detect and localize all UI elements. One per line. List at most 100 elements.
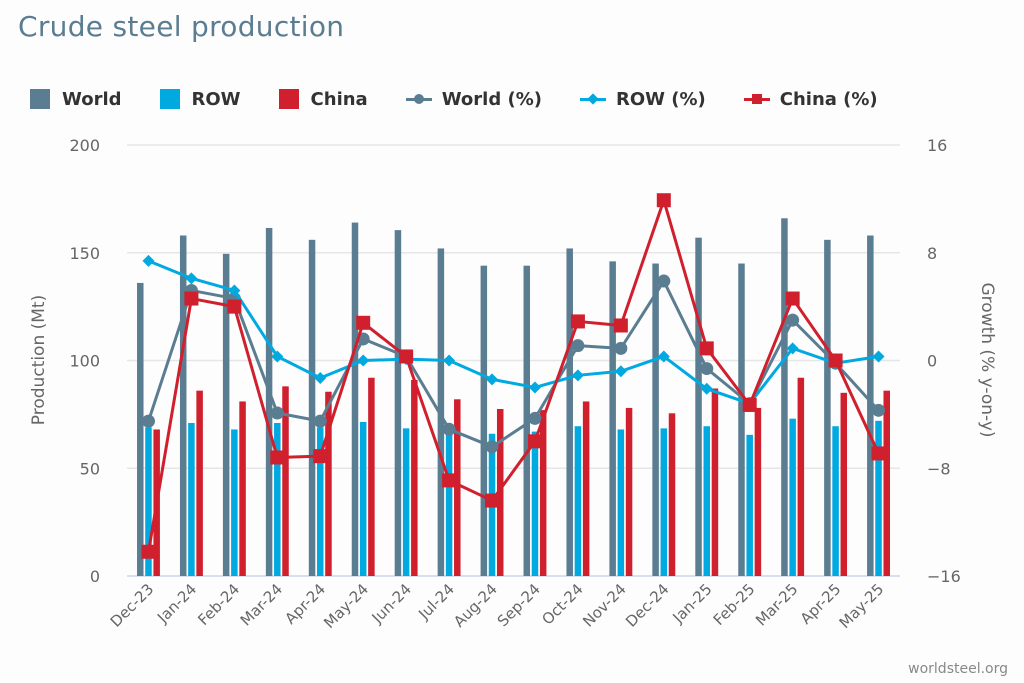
bar-world-jun-24 <box>394 230 402 576</box>
legend-item-china[interactable]: China (%) <box>743 89 878 110</box>
bar-china-apr-25 <box>840 392 848 576</box>
legend-label: World (%) <box>441 88 542 110</box>
bar-china-dec-23 <box>153 429 160 576</box>
bar-row-nov-24 <box>617 429 625 576</box>
bar-china-aug-24 <box>496 408 504 576</box>
bar-world-dec-23 <box>137 282 144 576</box>
legend-item-row[interactable]: ROW (%) <box>579 88 706 110</box>
point-row-may-25 <box>872 350 885 363</box>
point-row-jul-24 <box>443 354 456 367</box>
bar-world-mar-25 <box>781 218 788 576</box>
legend-label: ROW (%) <box>615 88 706 110</box>
point-world-feb-24 <box>227 292 241 306</box>
bar-china-feb-24 <box>239 401 246 576</box>
point-row-dec-24 <box>657 350 670 363</box>
y2-tick-label: −16 <box>927 567 961 586</box>
bar-world-apr-25 <box>824 239 831 576</box>
legend-item-world[interactable]: World (%) <box>405 88 542 110</box>
y2-tick-label: 16 <box>927 136 947 155</box>
x-tick-label: Sep-24 <box>494 580 544 630</box>
point-world-may-25 <box>872 403 886 417</box>
bar-china-sep-24 <box>539 410 547 576</box>
x-tick-label: Apr-25 <box>797 580 845 628</box>
bar-china-jan-24 <box>196 390 203 576</box>
bar-row-sep-24 <box>531 431 539 576</box>
bar-world-aug-24 <box>480 265 488 576</box>
bar-row-may-25 <box>875 420 882 576</box>
x-tick-label: Dec-24 <box>622 580 673 631</box>
bar-world-jul-24 <box>437 248 445 576</box>
point-row-jun-24 <box>400 353 413 366</box>
y-tick-label: 50 <box>80 459 100 478</box>
point-china-jun-24 <box>399 349 414 364</box>
x-tick-label: Oct-24 <box>538 580 586 628</box>
legend-label: World <box>62 88 122 110</box>
x-tick-label: May-25 <box>836 580 888 632</box>
x-tick-label: Jan-24 <box>153 580 200 627</box>
point-world-oct-24 <box>571 339 585 353</box>
bar-china-jun-24 <box>411 379 418 576</box>
bar-world-jan-24 <box>179 235 187 576</box>
point-china-apr-24 <box>313 449 328 464</box>
bar-world-oct-24 <box>566 248 573 576</box>
bar-row-may-24 <box>359 421 367 576</box>
point-row-jan-25 <box>700 382 713 395</box>
y-tick-label: 200 <box>69 136 100 155</box>
bar-row-jan-24 <box>188 422 195 576</box>
bar-row-dec-23 <box>145 427 152 576</box>
point-row-nov-24 <box>614 365 627 378</box>
point-row-mar-24 <box>271 350 284 363</box>
point-world-dec-23 <box>141 414 155 428</box>
x-tick-label: Mar-25 <box>752 580 801 629</box>
x-tick-label: Aug-24 <box>450 580 501 631</box>
point-china-nov-24 <box>613 318 628 333</box>
bar-china-may-24 <box>368 377 375 576</box>
bar-china-feb-25 <box>754 407 762 576</box>
y-tick-label: 150 <box>69 244 100 263</box>
point-world-nov-24 <box>614 341 628 355</box>
x-tick-label: Dec-23 <box>107 580 158 631</box>
point-world-apr-24 <box>313 414 327 428</box>
square-marker-icon <box>743 92 770 106</box>
point-china-dec-24 <box>656 193 671 208</box>
point-china-jan-24 <box>184 291 199 306</box>
x-tick-label: Feb-25 <box>710 580 759 629</box>
bar-china-jul-24 <box>454 399 461 576</box>
legend-item-world[interactable]: World <box>30 89 122 110</box>
bar-row-dec-24 <box>660 428 668 576</box>
point-china-may-24 <box>356 315 371 330</box>
point-world-sep-24 <box>528 411 542 425</box>
credit-link[interactable]: worldsteel.org <box>908 661 1008 677</box>
legend-item-china[interactable]: China <box>278 88 368 110</box>
point-china-sep-24 <box>527 434 542 449</box>
bar-world-sep-24 <box>523 265 531 576</box>
point-row-oct-24 <box>571 369 584 382</box>
point-china-apr-25 <box>828 353 843 368</box>
x-tick-label: May-24 <box>320 580 372 632</box>
point-china-mar-25 <box>785 291 800 306</box>
y2-tick-label: 0 <box>927 352 937 371</box>
point-row-apr-24 <box>314 372 327 385</box>
y-tick-label: 100 <box>69 352 100 371</box>
y2-tick-label: 8 <box>927 244 937 263</box>
point-china-mar-24 <box>270 450 285 465</box>
point-china-feb-24 <box>227 299 242 314</box>
bar-world-may-24 <box>351 222 359 576</box>
bar-row-jul-24 <box>445 429 453 576</box>
point-world-mar-25 <box>786 313 800 327</box>
bar-china-mar-24 <box>282 386 289 576</box>
point-row-mar-25 <box>786 342 799 355</box>
y2-tick-label: −8 <box>927 459 951 478</box>
bar-world-apr-24 <box>308 239 316 576</box>
point-row-sep-24 <box>528 381 541 394</box>
legend-item-row[interactable]: ROW <box>159 89 241 110</box>
bar-china-oct-24 <box>582 401 590 576</box>
point-row-apr-25 <box>829 357 842 370</box>
legend-label: China <box>310 88 368 110</box>
y2-axis-title: Growth (% y-on-y) <box>977 282 997 437</box>
point-china-feb-25 <box>742 397 757 412</box>
bar-world-dec-24 <box>652 263 659 576</box>
circle-marker-icon <box>405 92 432 106</box>
point-row-feb-25 <box>743 397 756 410</box>
point-world-dec-24 <box>657 274 671 288</box>
